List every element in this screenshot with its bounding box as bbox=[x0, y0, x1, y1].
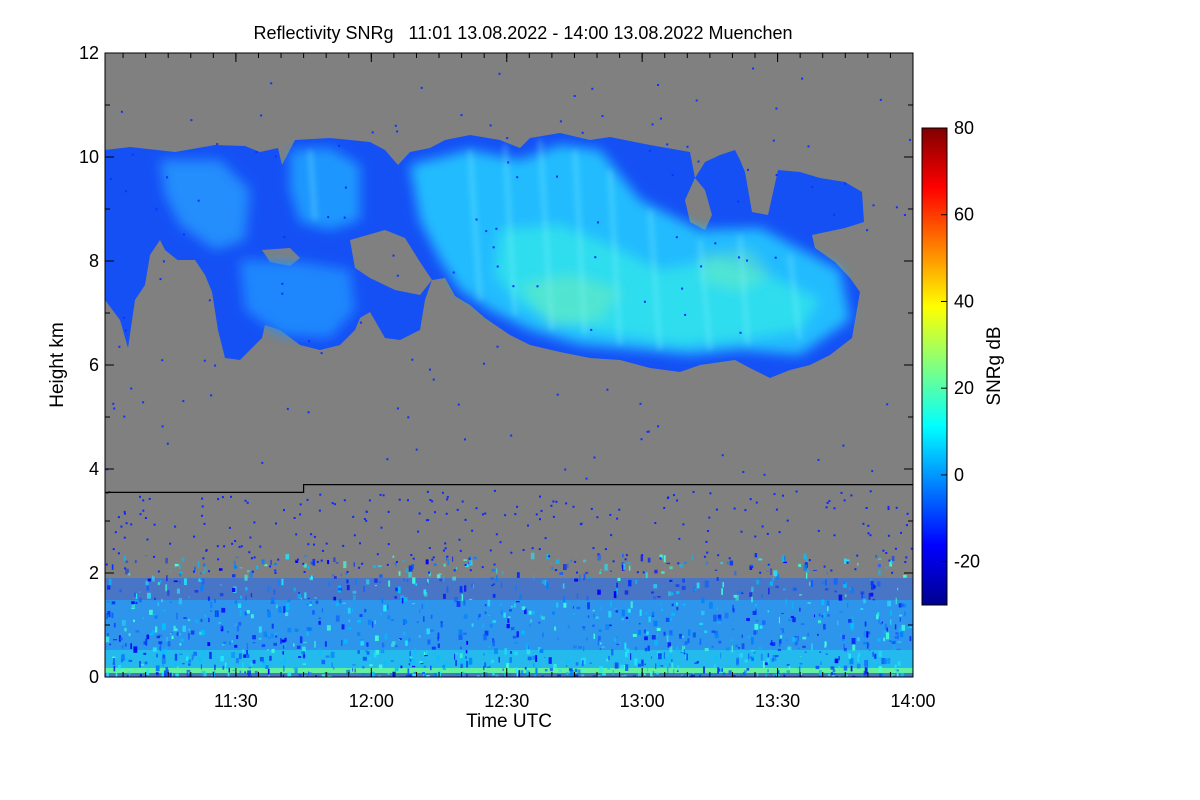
sky-speckle bbox=[106, 67, 911, 480]
chart-title: Reflectivity SNRg 11:01 13.08.2022 - 14:… bbox=[253, 23, 792, 43]
colorbar-tick-label: 20 bbox=[954, 378, 974, 398]
x-tick-label: 11:30 bbox=[214, 691, 258, 711]
x-tick-label: 12:00 bbox=[349, 691, 394, 711]
colorbar-tick-label: 80 bbox=[954, 118, 974, 138]
upper-cloud-layer bbox=[105, 67, 911, 480]
colorbar-label: SNRg dB bbox=[984, 326, 1005, 405]
reference-line bbox=[105, 484, 913, 493]
cloud-gap bbox=[350, 230, 432, 295]
colorbar-tick-label: 0 bbox=[954, 465, 964, 485]
y-tick-label: 12 bbox=[79, 43, 99, 63]
colorbar-ticks: -20 0 20 40 60 80 bbox=[941, 118, 980, 572]
y-tick-label: 0 bbox=[89, 667, 99, 687]
clutter-speckle bbox=[105, 489, 913, 677]
plot-area bbox=[105, 53, 913, 677]
cloud-gap bbox=[150, 250, 190, 325]
colorbar-scale bbox=[921, 127, 948, 606]
colorbar-tick-label: 40 bbox=[954, 291, 974, 311]
x-tick-label: 14:00 bbox=[890, 691, 935, 711]
colorbar-tick-label: 60 bbox=[954, 205, 974, 225]
colorbar-tick-label: -20 bbox=[954, 552, 980, 572]
y-tick-label: 2 bbox=[89, 563, 99, 583]
x-axis-label: Time UTC bbox=[466, 711, 552, 732]
y-tick-label: 10 bbox=[79, 147, 99, 167]
y-tick-label: 6 bbox=[89, 355, 99, 375]
cloud-core bbox=[160, 160, 250, 250]
cloud-core bbox=[520, 275, 620, 325]
y-axis-label: Height km bbox=[47, 322, 68, 408]
x-tick-label: 12:30 bbox=[484, 691, 529, 711]
colorbar: -20 0 20 40 60 80 SNRg dB bbox=[921, 118, 1005, 606]
x-tick-label: 13:30 bbox=[755, 691, 800, 711]
cloud-core bbox=[290, 148, 360, 230]
y-tick-label: 4 bbox=[89, 459, 99, 479]
boundary-layer-clutter bbox=[105, 489, 913, 677]
cloud-core bbox=[240, 260, 355, 338]
axis-ticks: 0 2 4 6 8 10 12 11:30 12:00 12:30 13:00 13:30 14:00 bbox=[79, 43, 936, 711]
y-tick-label: 8 bbox=[89, 251, 99, 271]
fall-streaks bbox=[308, 139, 802, 351]
cloud-gap bbox=[685, 178, 712, 230]
cloud-core bbox=[700, 250, 770, 290]
x-tick-label: 13:00 bbox=[620, 691, 665, 711]
